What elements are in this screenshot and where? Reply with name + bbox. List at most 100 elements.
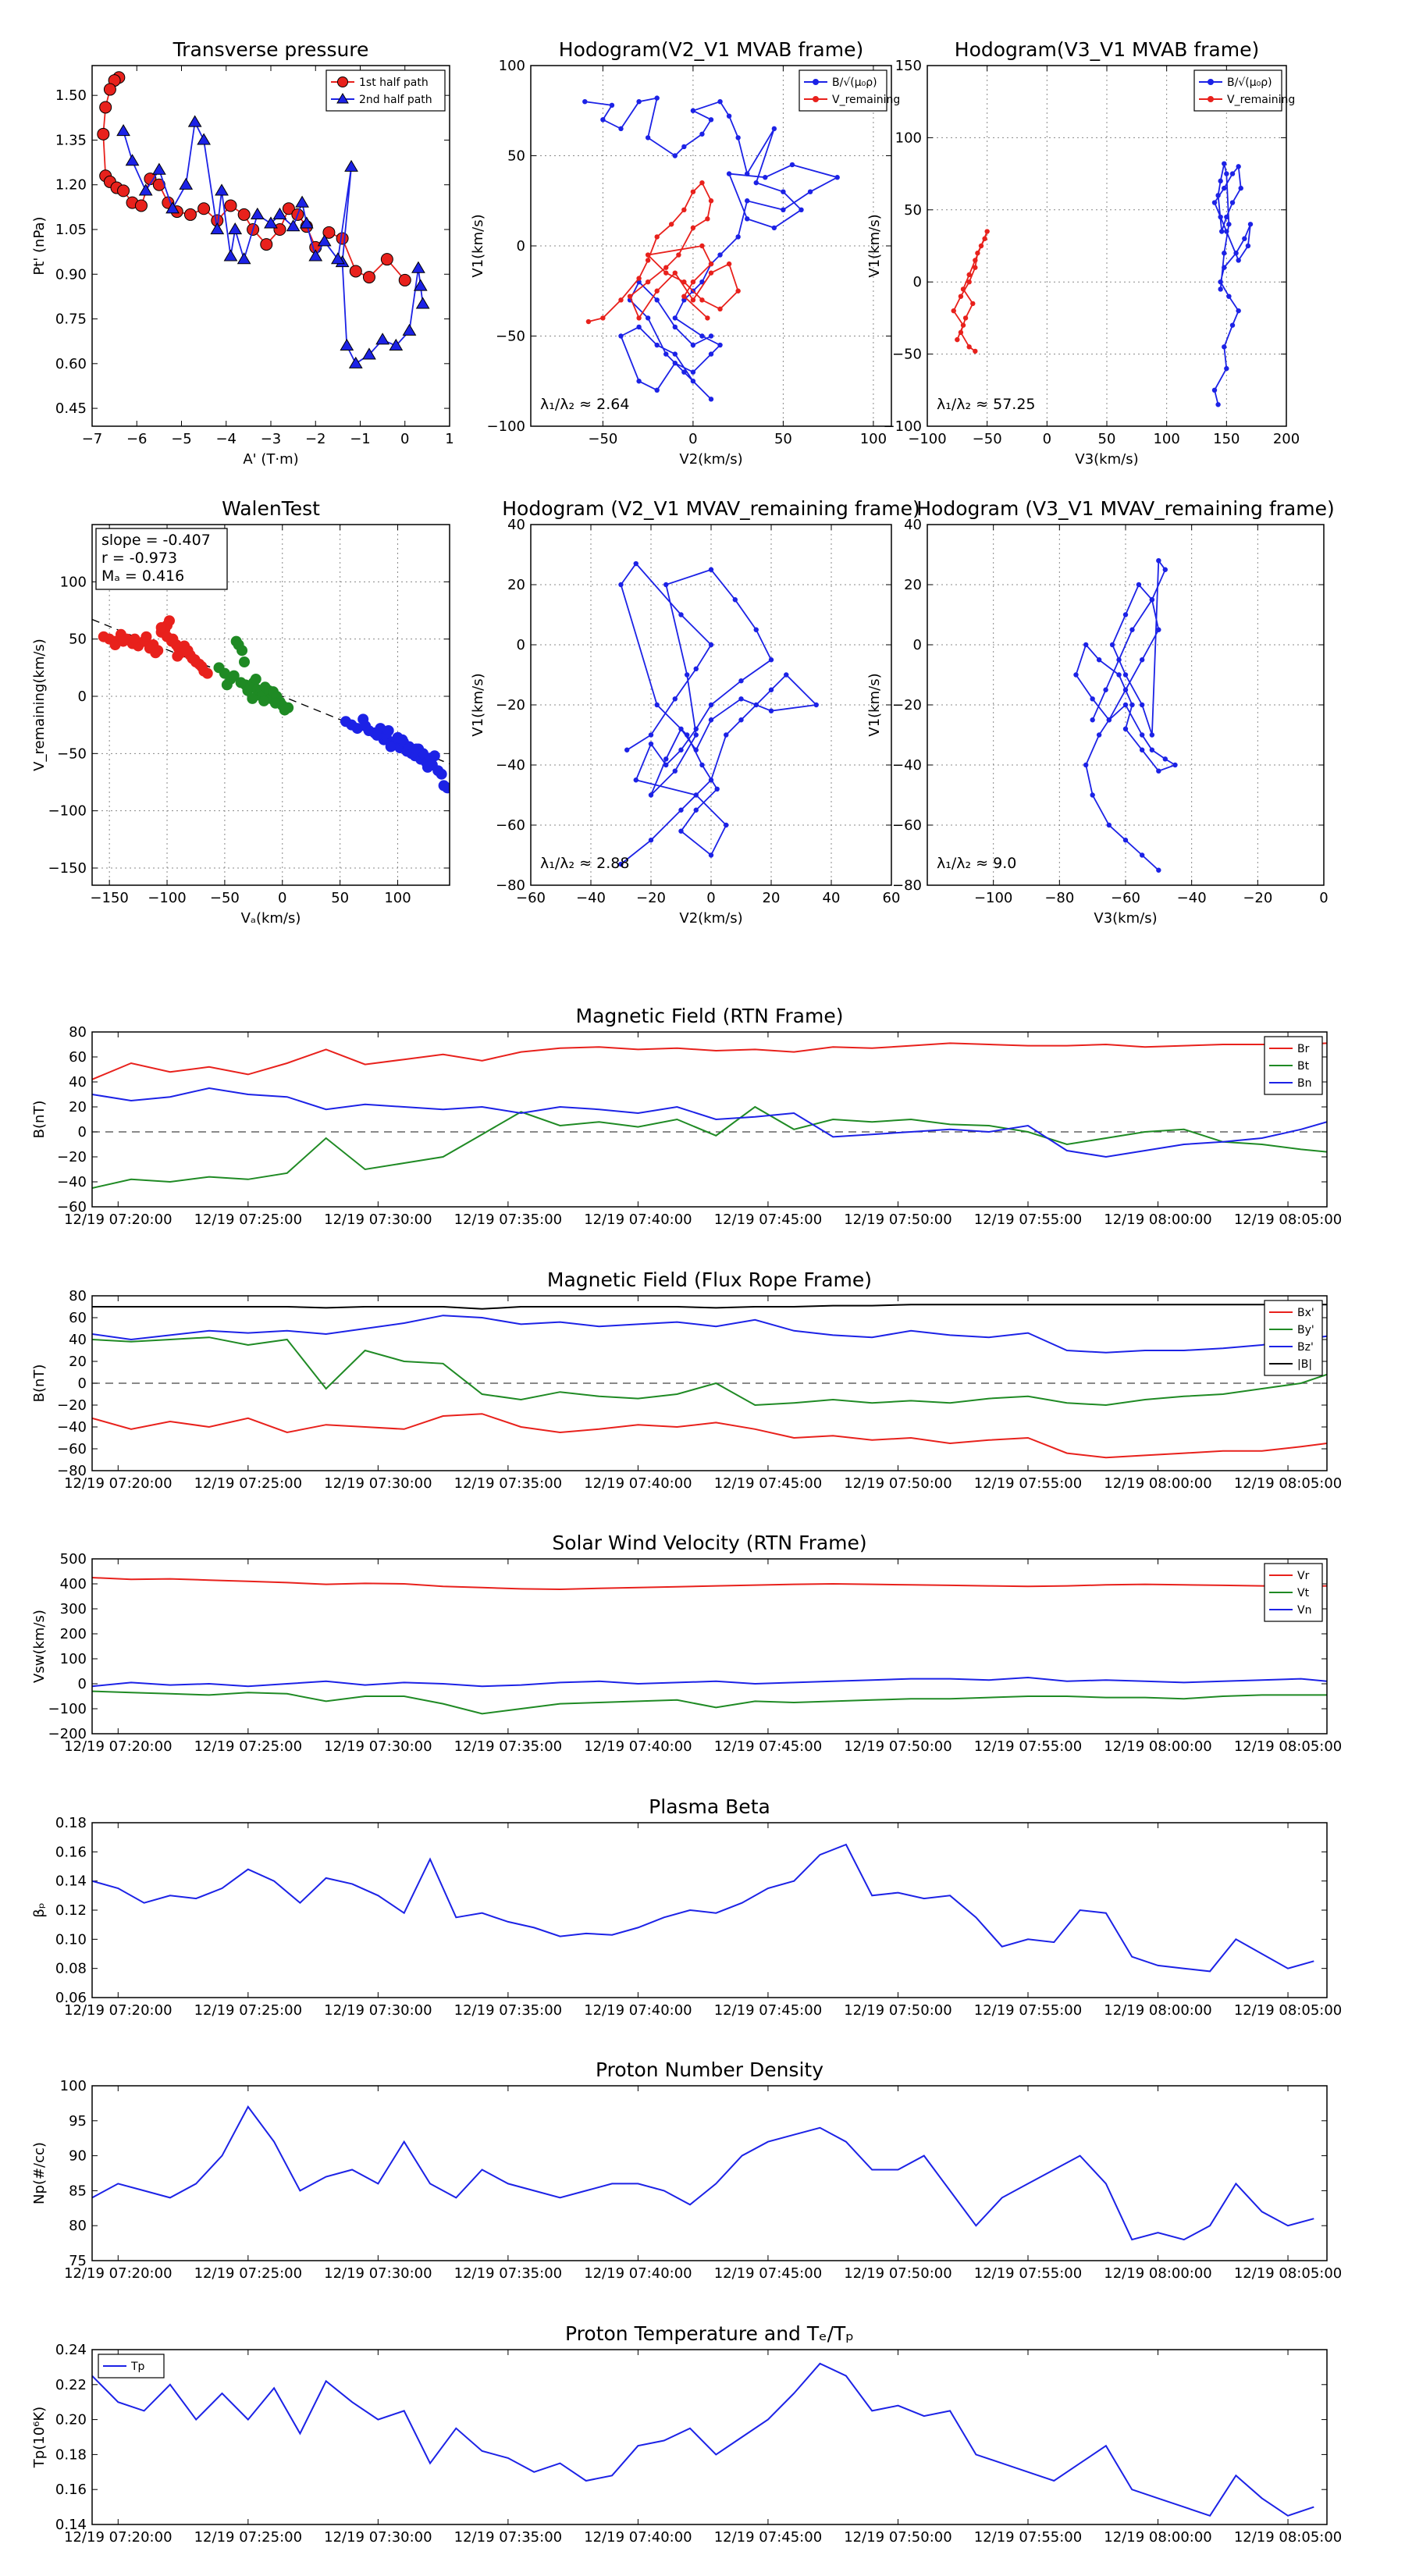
series-b--point bbox=[672, 360, 678, 366]
x-tick-label: 0 bbox=[1319, 890, 1328, 906]
series-b--point bbox=[582, 99, 588, 105]
chart-proton-temperature: Proton Temperature and Tₑ/Tₚ 12/19 07:20:… bbox=[31, 2322, 1342, 2546]
x-tick-label: 60 bbox=[883, 890, 901, 906]
x-axis-label: V3(km/s) bbox=[1075, 451, 1138, 468]
series-v-remaining-point bbox=[645, 252, 651, 258]
series-v-point bbox=[1129, 702, 1135, 708]
series-2nd-half-path-point bbox=[250, 207, 265, 220]
series---line bbox=[92, 1843, 1314, 1973]
y-tick-label: 0 bbox=[78, 1124, 87, 1140]
chart-hodogram-v3-v1-mvab: Hodogram(V3_V1 MVAB frame) −100 −50 0 50 100 1… bbox=[866, 38, 1300, 468]
y-axis-label: Np(#/cc) bbox=[31, 2142, 48, 2204]
x-tick-label: 12/19 07:30:00 bbox=[324, 1475, 432, 1492]
legend-label: Bz' bbox=[1297, 1341, 1314, 1354]
x-tick-label: 12/19 08:05:00 bbox=[1234, 2002, 1342, 2019]
series-2nd-half-path-point bbox=[179, 177, 194, 190]
x-tick-label: −1 bbox=[350, 431, 371, 447]
x-tick-label: 12/19 08:00:00 bbox=[1104, 1212, 1211, 1228]
series-group1-point bbox=[201, 667, 213, 679]
series-v-remaining-point bbox=[962, 315, 969, 321]
series-v-remaining-point bbox=[681, 294, 687, 299]
series-group1-point bbox=[140, 631, 152, 642]
x-tick-label: 12/19 07:35:00 bbox=[454, 1738, 562, 1755]
y-tick-label: −100 bbox=[48, 803, 87, 820]
series-1st-half-path-point bbox=[99, 101, 112, 114]
x-tick-label: 12/19 07:25:00 bbox=[194, 2265, 302, 2282]
series-1st-half-path-point bbox=[336, 232, 349, 245]
series-v-remaining-point bbox=[982, 236, 987, 241]
x-axis-label: A' (T·m) bbox=[243, 451, 298, 468]
plot-area bbox=[951, 161, 1254, 407]
x-tick-label: 12/19 07:55:00 bbox=[974, 1738, 1082, 1755]
series-v-remaining-point bbox=[636, 276, 642, 281]
x-tick-label: 12/19 07:55:00 bbox=[974, 2529, 1082, 2546]
y-tick-label: −60 bbox=[892, 817, 922, 834]
series-v-remaining-point bbox=[654, 234, 660, 240]
series-bx--line bbox=[92, 1413, 1327, 1459]
x-axis-label: V2(km/s) bbox=[679, 910, 742, 927]
x-axis-label: V3(km/s) bbox=[1094, 910, 1157, 927]
legend-label: Bx' bbox=[1297, 1307, 1314, 1319]
series-v-point bbox=[678, 828, 684, 834]
series-b--point bbox=[708, 117, 714, 123]
series-b--point bbox=[1218, 286, 1223, 292]
series-v-point bbox=[1083, 762, 1089, 768]
series-v-point bbox=[1116, 657, 1122, 663]
series-b--point bbox=[1224, 171, 1229, 176]
series-v-point bbox=[1156, 558, 1161, 564]
series-b--point bbox=[834, 175, 840, 180]
stats-line: slope = -0.407 bbox=[101, 532, 211, 549]
series-v-remaining-point bbox=[973, 258, 978, 263]
legend-label: V_remaining bbox=[832, 94, 900, 106]
series-v-point bbox=[624, 747, 630, 753]
series-2nd-half-path-point bbox=[413, 279, 428, 291]
x-tick-label: 12/19 08:05:00 bbox=[1234, 1738, 1342, 1755]
series-1st-half-path-point bbox=[97, 127, 110, 141]
series-v-remaining-point bbox=[636, 315, 642, 321]
series-group3-point bbox=[436, 768, 447, 780]
series-2nd-half-path-point bbox=[348, 356, 363, 368]
y-tick-label: 1.20 bbox=[55, 177, 87, 194]
series-1st-half-path-point bbox=[260, 238, 273, 251]
series-b--point bbox=[690, 369, 696, 375]
series-group1-point bbox=[150, 647, 162, 659]
chart-title: Hodogram (V2_V1 MVAV_remaining frame) bbox=[502, 497, 920, 520]
series-b--point bbox=[654, 342, 660, 348]
y-tick-label: 0.20 bbox=[55, 2412, 87, 2428]
plot-frame bbox=[91, 1558, 1328, 1735]
series-b--point bbox=[636, 379, 642, 384]
series-v-remaining-point bbox=[708, 270, 714, 276]
series-v-point bbox=[784, 672, 789, 678]
series-b--point bbox=[600, 117, 606, 123]
series-2nd-half-path-point bbox=[375, 333, 389, 345]
series-v-point bbox=[1096, 732, 1102, 738]
y-tick-label: 60 bbox=[69, 1310, 87, 1326]
series-1st-half-path-point bbox=[349, 265, 362, 278]
plot-frame bbox=[927, 65, 1287, 427]
legend-label: V_remaining bbox=[1227, 94, 1295, 106]
series-v-point bbox=[693, 807, 699, 813]
series-v-point bbox=[678, 747, 684, 753]
series-v-point bbox=[699, 762, 705, 768]
y-tick-label: −150 bbox=[48, 860, 87, 877]
legend-swatch-marker bbox=[336, 93, 349, 104]
series-v-remaining-point bbox=[663, 270, 669, 276]
y-tick-label: −80 bbox=[892, 877, 922, 894]
y-tick-label: 85 bbox=[69, 2183, 87, 2199]
series-b--point bbox=[753, 180, 759, 186]
series-v-point bbox=[1156, 768, 1161, 774]
chart-title: Magnetic Field (RTN Frame) bbox=[576, 1005, 844, 1027]
series-group2-point bbox=[250, 674, 261, 685]
x-tick-label: 12/19 07:45:00 bbox=[714, 1738, 822, 1755]
series-v-remaining-point bbox=[672, 270, 678, 276]
plot-frame bbox=[91, 2085, 1328, 2261]
series-group3-point bbox=[385, 741, 397, 753]
y-tick-label: 100 bbox=[60, 574, 87, 590]
series-v-point bbox=[648, 741, 654, 747]
series-2nd-half-path-point bbox=[317, 234, 332, 247]
x-tick-label: −50 bbox=[210, 890, 240, 906]
plot-area bbox=[92, 2105, 1314, 2241]
y-tick-label: 50 bbox=[507, 148, 525, 165]
series-b--point bbox=[1233, 251, 1239, 256]
series-group2-point bbox=[237, 645, 248, 656]
